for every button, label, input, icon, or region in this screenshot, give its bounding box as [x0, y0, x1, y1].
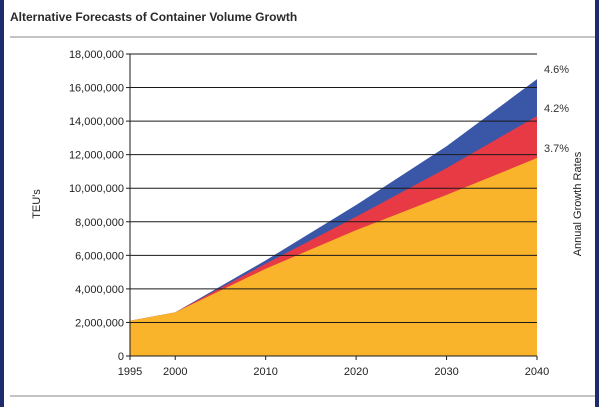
x-axis: 1995 2000 2010 2020 2030 2040: [118, 356, 549, 378]
x-tick-label-0: 1995: [118, 366, 142, 378]
x-tick-label-1: 2000: [163, 366, 187, 378]
y-tick-label-9: 18,000,000: [69, 49, 124, 61]
x-tick-label-3: 2020: [344, 366, 368, 378]
y-tick-label-3: 6,000,000: [75, 250, 124, 262]
chart-frame: Alternative Forecasts of Container Volum…: [4, 0, 595, 407]
y-tick-label-0: 0: [118, 351, 124, 363]
gridline-layer: [130, 53, 537, 357]
y-axis: 0 2,000,000 4,000,000 6,000,000 8,000,000 10,…: [69, 49, 131, 363]
y-tick-label-7: 14,000,000: [69, 116, 124, 128]
series-area-0: [130, 158, 537, 356]
rate-label-layer: 3.7% 4.2% 4.6%: [544, 64, 569, 155]
x-tick-label-5: 2040: [525, 366, 549, 378]
x-tick-label-2: 2010: [253, 366, 277, 378]
right-axis-label: Annual Growth Rates: [572, 151, 584, 256]
y-tick-label-4: 8,000,000: [75, 217, 124, 229]
y-tick-label-2: 4,000,000: [75, 284, 124, 296]
rate-label-0: 3.7%: [544, 143, 569, 155]
rate-label-2: 4.6%: [544, 64, 569, 76]
y-tick-label-1: 2,000,000: [75, 317, 124, 329]
y-axis-label: TEU's: [31, 189, 43, 219]
chart: Alternative Forecasts of Container Volum…: [10, 10, 595, 397]
x-tick-label-4: 2030: [434, 366, 458, 378]
y-tick-label-5: 10,000,000: [69, 183, 124, 195]
chart-title: Alternative Forecasts of Container Volum…: [10, 10, 297, 24]
y-tick-label-8: 16,000,000: [69, 83, 124, 95]
rate-label-1: 4.2%: [544, 103, 569, 115]
area-layer: [130, 79, 537, 357]
y-tick-label-6: 12,000,000: [69, 150, 124, 162]
